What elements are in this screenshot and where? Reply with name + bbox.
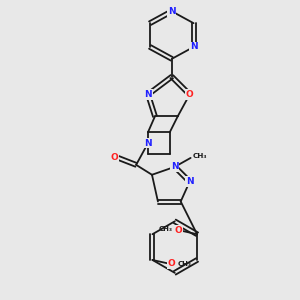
- Text: CH₃: CH₃: [158, 226, 172, 232]
- Text: O: O: [174, 226, 182, 235]
- Text: N: N: [168, 7, 176, 16]
- Text: N: N: [144, 90, 152, 99]
- Text: N: N: [190, 43, 197, 52]
- Text: CH₃: CH₃: [177, 261, 191, 267]
- Text: CH₃: CH₃: [193, 153, 207, 159]
- Text: O: O: [186, 90, 194, 99]
- Text: N: N: [186, 177, 194, 186]
- Text: N: N: [144, 139, 152, 148]
- Text: O: O: [167, 260, 175, 268]
- Text: O: O: [110, 153, 118, 162]
- Text: N: N: [171, 162, 178, 171]
